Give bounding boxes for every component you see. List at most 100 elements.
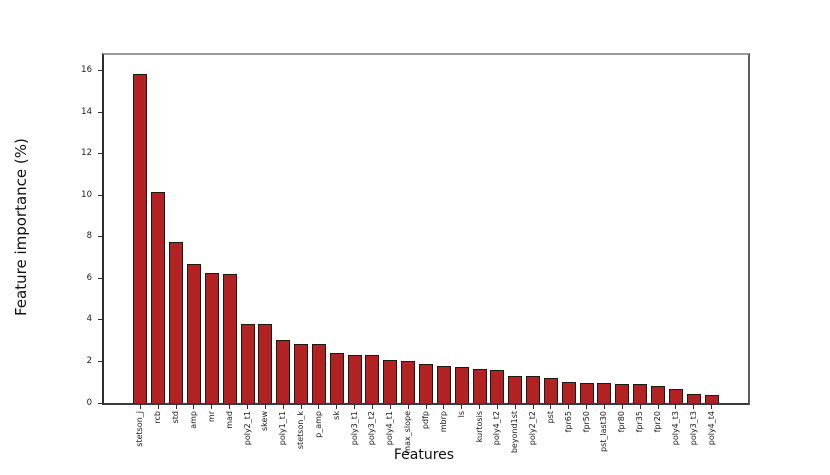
x-tick: [318, 405, 320, 409]
x-tick: [300, 405, 302, 409]
y-tick: [98, 70, 102, 72]
y-tick: [98, 236, 102, 238]
x-tick-label: poly4_t2: [492, 411, 502, 446]
x-tick-label: rcb: [153, 411, 163, 424]
x-tick: [675, 405, 677, 409]
x-tick: [229, 405, 231, 409]
x-tick: [514, 405, 516, 409]
bar: [186, 264, 201, 403]
bar: [633, 384, 648, 403]
bar: [686, 394, 701, 403]
x-tick: [354, 405, 356, 409]
y-tick-label: 14: [81, 106, 92, 117]
bar: [419, 364, 433, 403]
x-tick: [550, 405, 552, 409]
x-tick: [603, 405, 605, 409]
y-axis-label: Feature importance (%): [12, 138, 30, 316]
y-tick-label: 16: [81, 65, 92, 76]
bar: [436, 366, 451, 403]
x-tick: [639, 405, 641, 409]
bar: [597, 383, 612, 403]
x-tick-label: fpr20: [653, 411, 663, 433]
x-tick: [711, 405, 713, 409]
x-tick: [461, 405, 463, 409]
bar: [222, 274, 237, 403]
x-tick-label: pdfp: [421, 411, 430, 430]
x-tick-label: amp: [188, 411, 198, 429]
x-tick-label: skew: [260, 411, 270, 431]
x-tick-label: fpr50: [581, 411, 591, 433]
x-tick: [211, 405, 213, 409]
x-tick: [621, 405, 623, 409]
x-tick: [371, 405, 373, 409]
bar: [543, 378, 558, 403]
x-tick: [532, 405, 534, 409]
y-tick: [98, 277, 102, 279]
y-tick: [98, 153, 102, 155]
x-tick-label: ls: [456, 411, 466, 418]
x-tick: [175, 405, 177, 409]
x-tick-label: mad: [224, 411, 234, 429]
x-tick: [264, 405, 266, 409]
y-tick-label: 8: [86, 231, 92, 242]
bar: [668, 389, 683, 403]
bar: [151, 192, 166, 403]
plot-area: [102, 53, 750, 405]
x-tick-label: stetson_k: [296, 411, 306, 450]
x-tick-label: sk: [331, 411, 341, 420]
x-tick: [139, 405, 141, 409]
bar: [615, 384, 630, 403]
bar: [258, 324, 273, 403]
x-tick-label: p_amp: [313, 411, 323, 438]
x-tick-label: fpr80: [617, 411, 627, 433]
y-tick-label: 12: [81, 148, 92, 159]
x-tick: [657, 405, 659, 409]
x-tick-label: kurtosis: [474, 411, 484, 443]
x-tick-label: poly3_t2: [367, 411, 377, 446]
x-tick: [389, 405, 391, 409]
y-tick: [98, 111, 102, 113]
bar: [651, 386, 666, 403]
x-tick: [425, 405, 427, 409]
bar: [169, 242, 184, 403]
bar: [294, 344, 309, 403]
x-tick-label: pst: [545, 411, 555, 424]
x-tick: [407, 405, 409, 409]
bar: [490, 370, 505, 403]
x-tick: [568, 405, 570, 409]
y-tick: [98, 319, 102, 321]
x-tick: [693, 405, 695, 409]
x-tick: [479, 405, 481, 409]
x-tick-label: mr: [206, 411, 216, 423]
x-tick-label: fpr35: [635, 411, 645, 433]
y-tick: [98, 360, 102, 362]
x-tick-label: mbrp: [438, 411, 448, 433]
bar: [365, 355, 380, 403]
bar: [347, 355, 362, 403]
y-tick-label: 10: [81, 189, 92, 200]
bar: [133, 74, 148, 403]
x-tick-label: fpr65: [563, 411, 573, 433]
x-tick-label: poly2_t1: [242, 411, 252, 446]
bar: [561, 382, 576, 403]
y-tick: [98, 194, 102, 196]
x-tick-label: poly2_t2: [528, 411, 538, 446]
x-tick: [496, 405, 498, 409]
y-tick-label: 2: [86, 355, 92, 366]
x-tick: [282, 405, 284, 409]
x-tick-label: std: [171, 411, 181, 424]
bar: [472, 369, 487, 403]
bar: [704, 395, 719, 403]
bar: [329, 353, 344, 403]
bar: [454, 367, 469, 403]
x-tick-label: poly4_t1: [385, 411, 395, 446]
x-tick-label: pst_last30: [599, 411, 609, 452]
x-tick: [157, 405, 159, 409]
x-tick-label: poly3_t1: [349, 411, 359, 446]
x-tick: [443, 405, 445, 409]
bar: [401, 361, 416, 403]
x-tick-label: poly4_t4: [706, 411, 716, 446]
x-tick: [586, 405, 588, 409]
x-axis-label: Features: [393, 447, 455, 463]
